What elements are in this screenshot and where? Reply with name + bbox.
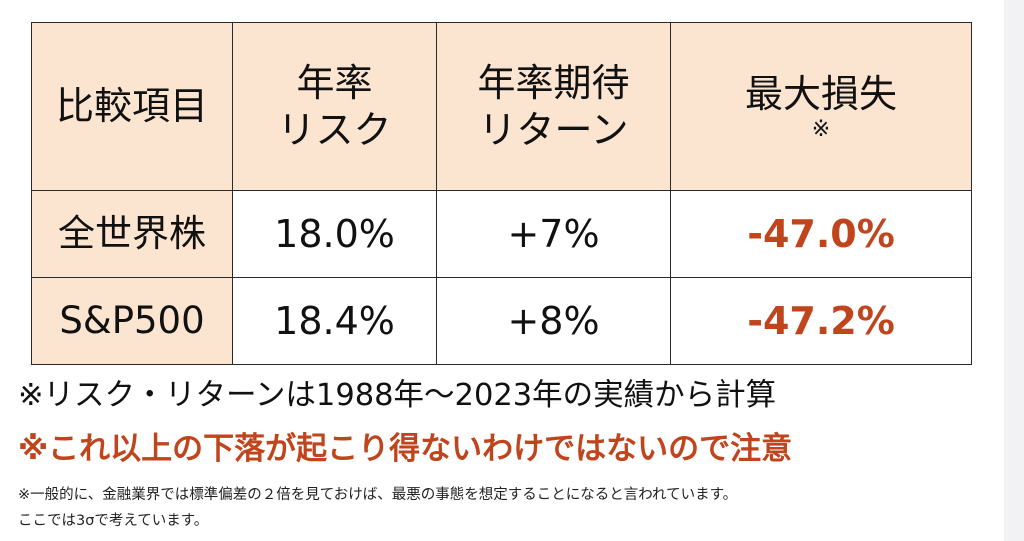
max-loss-value-cell: -47.2%: [670, 277, 972, 365]
comparison-table: 比較項目 年率 リスク 年率期待 リターン 最大損失 ※ 全世界株 18.0% …: [31, 22, 972, 365]
return-value-cell: +7%: [436, 190, 671, 278]
row-name-label: S&P500: [59, 299, 205, 343]
header-return-cell: 年率期待 リターン: [436, 22, 671, 191]
warning-note: ※これ以上の下落が起こり得ないわけではないので注意: [18, 431, 793, 467]
row-name-label: 全世界株: [58, 212, 206, 256]
max-loss-value: -47.0%: [747, 211, 895, 256]
max-loss-value: -47.2%: [747, 298, 895, 343]
table-row: 全世界株 18.0% +7% -47.0%: [31, 190, 972, 278]
footnote: ※一般的に、金融業界では標準偏差の２倍を見ておけば、最悪の事態を想定することにな…: [18, 482, 1008, 534]
risk-value-cell: 18.4%: [232, 277, 437, 365]
max-loss-value-cell: -47.0%: [670, 190, 972, 278]
header-maxloss-note-mark: ※: [811, 116, 831, 142]
header-item-cell: 比較項目: [31, 22, 233, 191]
header-maxloss-cell: 最大損失 ※: [670, 22, 972, 191]
header-risk-cell: 年率 リスク: [232, 22, 437, 191]
footnote-line-1: ※一般的に、金融業界では標準偏差の２倍を見ておけば、最悪の事態を想定することにな…: [18, 487, 738, 503]
period-note: ※リスク・リターンは1988年〜2023年の実績から計算: [18, 378, 777, 413]
return-value: +7%: [507, 211, 600, 256]
header-return-line2: リターン: [478, 107, 629, 152]
row-name-cell: 全世界株: [31, 190, 233, 278]
return-value-cell: +8%: [436, 277, 671, 365]
row-name-cell: S&P500: [31, 277, 233, 365]
header-risk-line2: リスク: [277, 107, 392, 152]
table-header-row: 比較項目 年率 リスク 年率期待 リターン 最大損失 ※: [31, 22, 972, 191]
header-risk-line1: 年率: [296, 61, 373, 106]
right-edge-strip: [1004, 0, 1024, 541]
return-value: +8%: [507, 298, 600, 343]
footnote-line-2: ここでは3σで考えています。: [18, 513, 209, 529]
header-maxloss-label: 最大損失: [744, 72, 897, 117]
header-item-label: 比較項目: [55, 84, 208, 129]
header-return-line1: 年率期待: [477, 61, 630, 106]
risk-value: 18.4%: [274, 298, 395, 343]
risk-value: 18.0%: [274, 211, 395, 256]
risk-value-cell: 18.0%: [232, 190, 437, 278]
table-row: S&P500 18.4% +8% -47.2%: [31, 277, 972, 365]
